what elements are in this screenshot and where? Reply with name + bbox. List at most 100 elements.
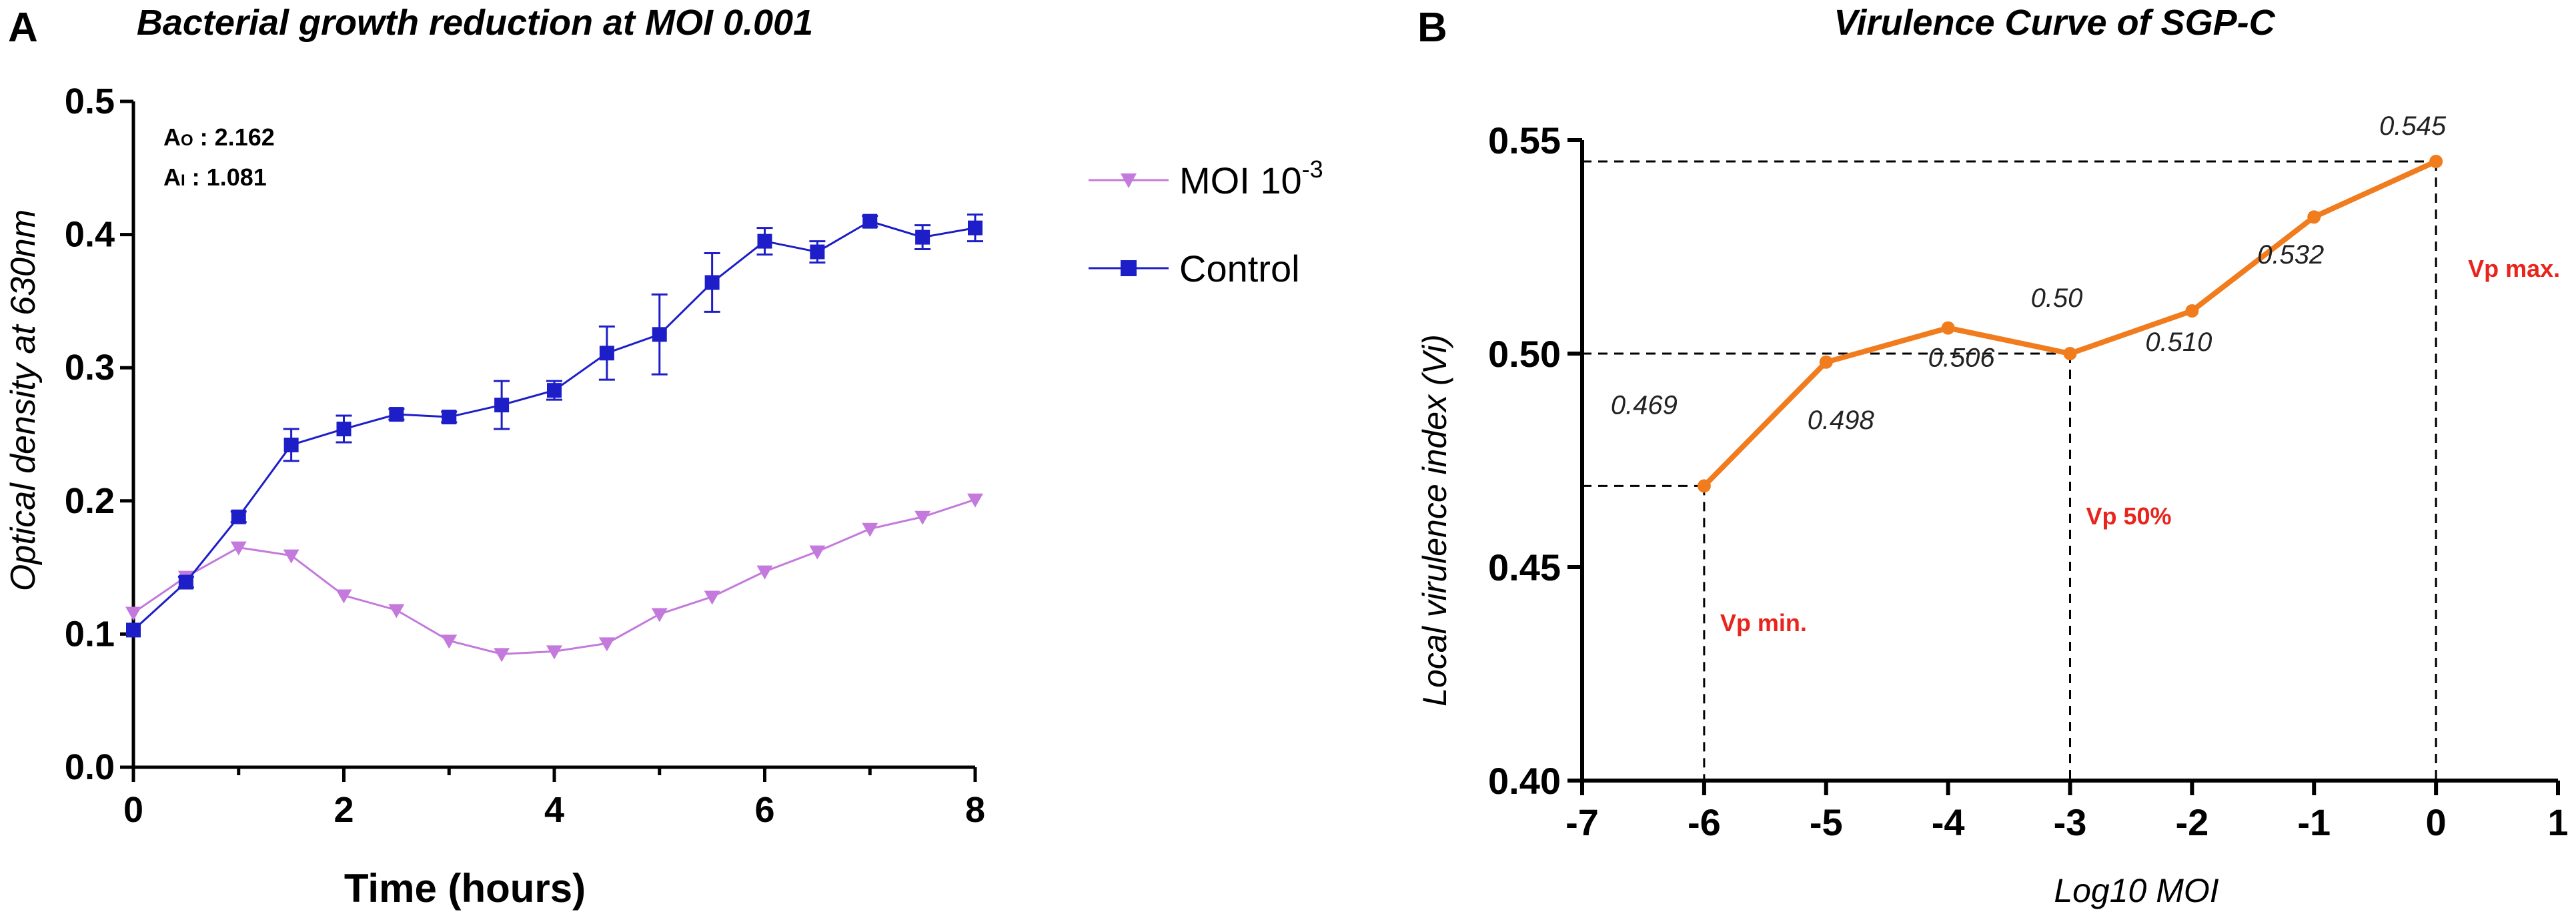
data-point-moi xyxy=(283,549,299,564)
legend-control-label: Control xyxy=(1179,248,1300,290)
annotation-ao-value: : 2.162 xyxy=(193,123,275,151)
virulence-value-label: 0.532 xyxy=(2257,240,2324,270)
panel-b-y-tick-label: 0.40 xyxy=(1488,760,1561,802)
data-point-control xyxy=(547,383,562,398)
legend-moi-label: MOI 10-3 xyxy=(1179,155,1323,201)
series-control xyxy=(126,213,983,638)
data-point-control xyxy=(178,574,193,590)
virulence-point xyxy=(2307,210,2321,224)
data-point-moi xyxy=(914,510,931,525)
panel-a-y-tick-label: 0.2 xyxy=(65,481,115,521)
panel-b-x-tick-label: -4 xyxy=(1932,801,1965,843)
panel-a: A Bacterial growth reduction at MOI 0.00… xyxy=(4,3,1323,911)
legend-moi-marker xyxy=(1121,173,1137,188)
panel-b-axes: 0.40 0.45 0.50 0.55 -7 -6 -5 -4 -3 -2 -1 0 1 xyxy=(1488,119,2569,843)
virulence-value-label: 0.506 xyxy=(1928,344,1996,373)
data-point-control xyxy=(757,234,772,249)
data-point-control xyxy=(389,407,404,422)
data-point-moi xyxy=(125,606,141,621)
data-point-moi xyxy=(230,541,247,556)
panel-b-x-tick-label: -5 xyxy=(1810,801,1843,843)
panel-a-y-tick-label: 0.3 xyxy=(65,348,115,388)
panel-b-x-axis-title: Log10 MOI xyxy=(2054,872,2218,909)
panel-b-x-tick-label: -2 xyxy=(2175,801,2208,843)
virulence-point xyxy=(2063,347,2077,360)
data-point-control xyxy=(442,410,457,425)
data-point-moi xyxy=(336,589,352,604)
panel-a-title: Bacterial growth reduction at MOI 0.001 xyxy=(137,3,813,43)
vp-max-label: Vp max. xyxy=(2468,255,2560,282)
panel-a-x-tick-label: 6 xyxy=(754,790,774,830)
panel-b-series: 0.469 0.498 0.506 0.50 0.510 0.532 0.545 Vp min… xyxy=(1611,111,2560,636)
panel-a-axes: 0.0 0.1 0.2 0.3 0.4 0.5 0 2 4 6 8 xyxy=(65,81,985,830)
panel-b-letter: B xyxy=(1417,5,1447,51)
legend-item-control: Control xyxy=(1089,248,1300,290)
virulence-value-label: 0.498 xyxy=(1808,406,1875,435)
virulence-value-label: 0.50 xyxy=(2031,284,2083,313)
legend-moi-name: MOI 10 xyxy=(1179,159,1302,201)
virulence-value-label: 0.469 xyxy=(1611,390,1678,420)
annotation-ao-key: A xyxy=(163,123,181,151)
panel-b-x-tick-label: 1 xyxy=(2547,801,2568,843)
panel-a-y-tick-label: 0.1 xyxy=(65,614,115,654)
annotation-ao: AO : 2.162 xyxy=(163,123,275,151)
annotation-ai-value: : 1.081 xyxy=(185,163,267,191)
vp-50-label: Vp 50% xyxy=(2086,502,2172,530)
annotation-ao-sub: O xyxy=(181,131,193,149)
legend-moi-superscript: -3 xyxy=(1302,155,1323,183)
panel-a-x-tick-label: 2 xyxy=(334,790,354,830)
virulence-point xyxy=(1697,479,1711,493)
panel-b-x-tick-label: -6 xyxy=(1688,801,1721,843)
data-point-control xyxy=(231,509,246,524)
annotation-ai-key: A xyxy=(163,163,181,191)
annotation-ai-sub: I xyxy=(181,171,185,189)
panel-b-x-tick-label: -7 xyxy=(1565,801,1599,843)
virulence-value-label: 0.545 xyxy=(2379,111,2447,141)
legend-control-marker xyxy=(1121,260,1137,276)
panel-a-x-tick-label: 0 xyxy=(123,790,143,830)
data-point-control xyxy=(494,398,510,413)
data-point-control xyxy=(336,422,352,437)
panel-a-x-tick-label: 8 xyxy=(965,790,985,830)
virulence-value-label: 0.510 xyxy=(2145,328,2212,357)
panel-a-y-tick-label: 0.0 xyxy=(65,747,115,787)
data-point-control xyxy=(862,213,878,229)
virulence-point xyxy=(1941,321,1955,335)
data-point-moi xyxy=(967,493,983,508)
panel-a-y-tick-label: 0.5 xyxy=(65,81,115,121)
data-point-moi xyxy=(756,565,773,580)
annotation-ai: AI : 1.081 xyxy=(163,163,267,191)
panel-a-y-axis-title: Optical density at 630nm xyxy=(4,209,43,591)
data-point-moi xyxy=(862,522,878,537)
data-point-control xyxy=(704,275,720,290)
legend: MOI 10-3 Control xyxy=(1089,155,1323,290)
panel-a-x-tick-label: 4 xyxy=(544,790,564,830)
panel-b-y-tick-label: 0.55 xyxy=(1488,119,1561,161)
data-point-moi xyxy=(441,634,458,649)
data-point-moi xyxy=(546,645,562,660)
data-point-control xyxy=(599,346,614,361)
data-point-control xyxy=(126,622,141,638)
panel-b: B Virulence Curve of SGP-C Local virulen… xyxy=(1416,3,2569,909)
panel-b-reference-lines xyxy=(1582,160,2437,781)
panel-a-x-axis-title: Time (hours) xyxy=(344,866,586,911)
panel-b-y-tick-label: 0.50 xyxy=(1488,333,1561,375)
panel-a-letter: A xyxy=(8,5,38,51)
data-point-moi xyxy=(598,637,615,652)
panel-a-series xyxy=(125,213,983,662)
vp-min-label: Vp min. xyxy=(1720,609,1807,636)
panel-b-title: Virulence Curve of SGP-C xyxy=(1834,3,2275,43)
legend-item-moi: MOI 10-3 xyxy=(1089,155,1323,201)
panel-b-y-tick-label: 0.45 xyxy=(1488,546,1561,588)
panel-b-x-tick-label: -1 xyxy=(2297,801,2331,843)
data-point-control xyxy=(652,327,667,342)
data-point-moi xyxy=(809,545,826,560)
panel-b-y-axis-title: Local virulence index (Vi) xyxy=(1416,334,1453,707)
virulence-point xyxy=(2185,304,2199,318)
virulence-point xyxy=(2429,155,2443,168)
panel-b-x-tick-label: -3 xyxy=(2054,801,2087,843)
virulence-point xyxy=(1819,355,1833,369)
data-point-moi xyxy=(704,590,720,605)
data-point-control xyxy=(915,230,930,245)
